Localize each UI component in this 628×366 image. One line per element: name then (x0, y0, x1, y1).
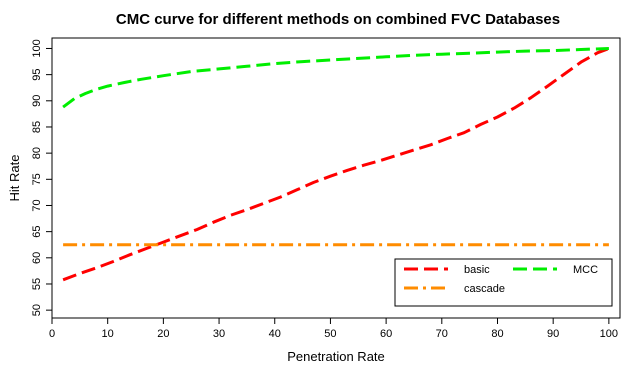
y-tick-label: 90 (31, 95, 43, 107)
series-line-basic (62, 47, 610, 282)
y-tick-label: 70 (31, 199, 43, 211)
x-tick-label: 60 (380, 328, 392, 340)
legend-label-mcc: MCC (573, 264, 598, 276)
y-tick-label: 100 (31, 39, 43, 57)
axes: 0 10 20 30 40 50 60 70 80 90 100 50 55 60 65 70 75 80 85 90… (31, 39, 618, 340)
x-axis-label: Penetration Rate (287, 349, 385, 364)
legend: basic cascade MCC (394, 258, 613, 307)
series-line-mcc (62, 47, 609, 109)
x-tick-label: 0 (49, 328, 55, 340)
y-tick-label: 60 (31, 252, 43, 264)
legend-label-basic: basic (464, 264, 490, 276)
y-axis-label: Hit Rate (7, 155, 22, 202)
chart-title: CMC curve for different methods on combi… (116, 11, 560, 28)
legend-box (394, 258, 613, 307)
y-tick-label: 65 (31, 226, 43, 238)
x-tick-label: 90 (547, 328, 559, 340)
series-layer (62, 47, 610, 282)
y-tick-label: 85 (31, 121, 43, 133)
x-tick-label: 100 (600, 328, 618, 340)
x-tick-label: 30 (213, 328, 225, 340)
y-tick-label: 55 (31, 278, 43, 290)
x-tick-label: 80 (491, 328, 503, 340)
x-tick-label: 10 (102, 328, 114, 340)
y-tick-label: 50 (31, 304, 43, 316)
y-tick-label: 75 (31, 173, 43, 185)
y-tick-label: 80 (31, 147, 43, 159)
x-tick-label: 50 (324, 328, 336, 340)
x-tick-label: 40 (269, 328, 281, 340)
y-tick-label: 95 (31, 69, 43, 81)
x-tick-label: 70 (436, 328, 448, 340)
plot-frame (51, 37, 621, 319)
x-tick-label: 20 (157, 328, 169, 340)
legend-label-cascade: cascade (464, 283, 505, 295)
